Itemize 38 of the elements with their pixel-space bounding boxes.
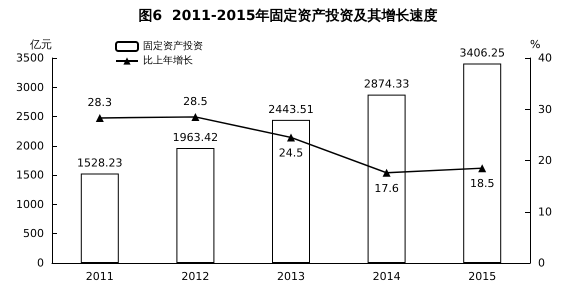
y-tick-label: 3500 bbox=[16, 52, 44, 64]
data-label: 18.5 bbox=[470, 177, 494, 190]
x-tick-label: 2015 bbox=[468, 270, 496, 283]
chart-title: 图6 2011-2015年固定资产投资及其增长速度 bbox=[138, 7, 438, 24]
data-label: 3406.25 bbox=[459, 46, 505, 60]
y2-tick-label: 20 bbox=[538, 154, 552, 167]
y2-tick-label: 10 bbox=[538, 205, 552, 218]
legend-label: 比上年增长 bbox=[143, 54, 193, 66]
point bbox=[287, 133, 295, 142]
y-tick-label: 2000 bbox=[16, 139, 44, 152]
x-tick-label: 2011 bbox=[86, 270, 114, 283]
data-label: 24.5 bbox=[278, 146, 304, 160]
point bbox=[382, 168, 391, 177]
data-label: 2874.33 bbox=[364, 78, 410, 91]
point bbox=[96, 114, 104, 122]
data-label: 28.5 bbox=[183, 94, 208, 108]
data-label: 17.6 bbox=[374, 182, 399, 195]
y2-axis-title: % bbox=[530, 38, 540, 51]
y-tick-label: 0 bbox=[37, 256, 44, 270]
data-label: 1963.42 bbox=[172, 131, 218, 144]
point bbox=[478, 164, 486, 172]
y-tick-label: 3000 bbox=[16, 80, 44, 94]
legend-label: 固定资产投资 bbox=[143, 40, 203, 52]
y2-tick-label: 40 bbox=[538, 52, 552, 64]
y-tick-label: 500 bbox=[23, 227, 44, 240]
x-tick-label: 2013 bbox=[277, 270, 305, 283]
x-tick-label: 2014 bbox=[372, 270, 401, 283]
data-label: 1528.23 bbox=[77, 156, 123, 170]
point bbox=[191, 112, 200, 121]
y2-tick-label: 0 bbox=[538, 256, 545, 270]
y-tick-label: 1000 bbox=[16, 198, 44, 211]
x-tick-label: 2012 bbox=[181, 270, 210, 283]
y-axis-title: 亿元 bbox=[29, 38, 52, 51]
data-label: 28.3 bbox=[88, 96, 112, 109]
y-tick-label: 2500 bbox=[16, 110, 44, 124]
data-label: 2443.51 bbox=[268, 102, 314, 116]
y2-tick-label: 30 bbox=[538, 102, 552, 116]
y-tick-label: 1500 bbox=[16, 168, 44, 182]
